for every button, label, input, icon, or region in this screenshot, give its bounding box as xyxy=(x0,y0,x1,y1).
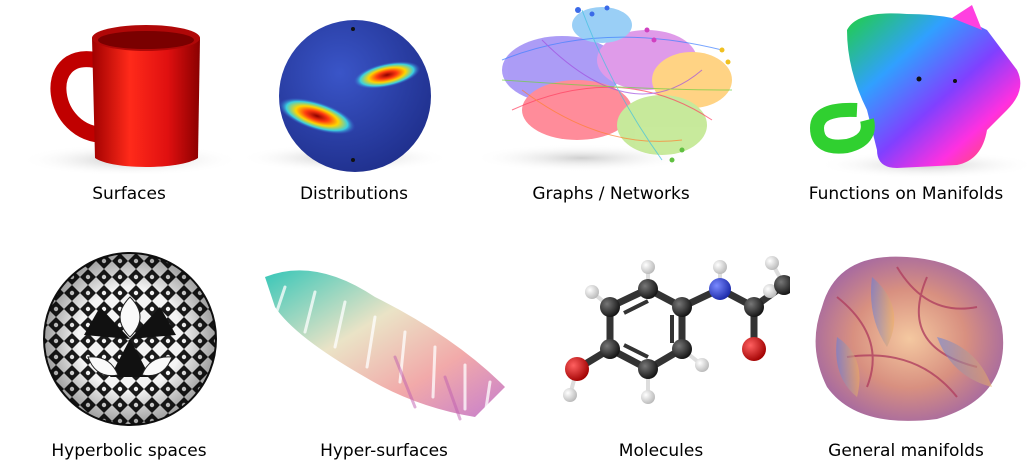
molecule-icon xyxy=(563,256,790,404)
label-surfaces: Surfaces xyxy=(92,184,166,204)
sphere-distribution-icon xyxy=(240,20,450,172)
tile-graphs-networks: Graphs / Networks xyxy=(482,0,740,236)
label-functions-on-manifolds: Functions on Manifolds xyxy=(808,184,1004,204)
hyperbolic-disk-icon xyxy=(43,252,217,426)
mug-surface-icon xyxy=(20,25,240,176)
label-molecules: Molecules xyxy=(618,441,704,461)
calabi-yau-manifold-icon xyxy=(815,256,1004,421)
cat-manifold-function-icon xyxy=(809,5,1035,179)
label-hyperbolic-spaces: Hyperbolic spaces xyxy=(51,441,207,461)
tile-hyper-surfaces: Hyper-surfaces xyxy=(255,237,513,473)
label-general-manifolds: General manifolds xyxy=(828,441,984,461)
label-graphs-networks: Graphs / Networks xyxy=(532,184,690,204)
label-distributions: Distributions xyxy=(299,184,409,204)
tile-functions-on-manifolds: Functions on Manifolds xyxy=(777,0,1035,236)
tile-surfaces: Surfaces xyxy=(0,0,258,236)
network-graph-icon xyxy=(482,5,733,172)
label-hyper-surfaces: Hyper-surfaces xyxy=(320,441,448,461)
tile-molecules: Molecules xyxy=(532,237,790,473)
hyper-surface-icon xyxy=(265,270,505,421)
tile-general-manifolds: General manifolds xyxy=(777,237,1035,473)
tile-distributions: Distributions xyxy=(225,0,483,236)
tile-hyperbolic-spaces: Hyperbolic spaces xyxy=(0,237,258,473)
